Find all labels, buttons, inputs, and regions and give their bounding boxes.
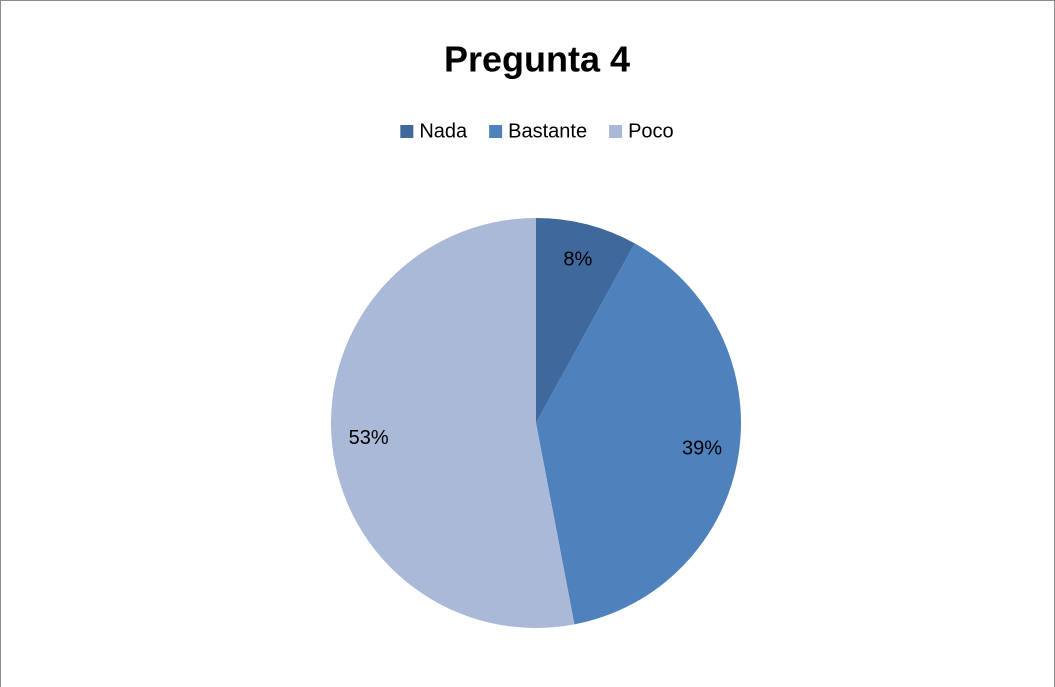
legend-swatch bbox=[400, 125, 414, 138]
pie-slice bbox=[536, 218, 635, 423]
legend-label: Poco bbox=[628, 120, 674, 142]
pie-slice bbox=[331, 218, 575, 628]
pie-slice bbox=[536, 243, 742, 625]
data-label: 8% bbox=[563, 248, 592, 270]
data-label: 53% bbox=[349, 427, 389, 449]
legend-swatch bbox=[609, 125, 623, 138]
chart-title: Pregunta 4 bbox=[444, 39, 630, 80]
legend-label: Nada bbox=[419, 120, 468, 142]
data-label: 39% bbox=[682, 438, 722, 460]
legend-swatch bbox=[489, 125, 503, 138]
legend-label: Bastante bbox=[508, 120, 587, 142]
